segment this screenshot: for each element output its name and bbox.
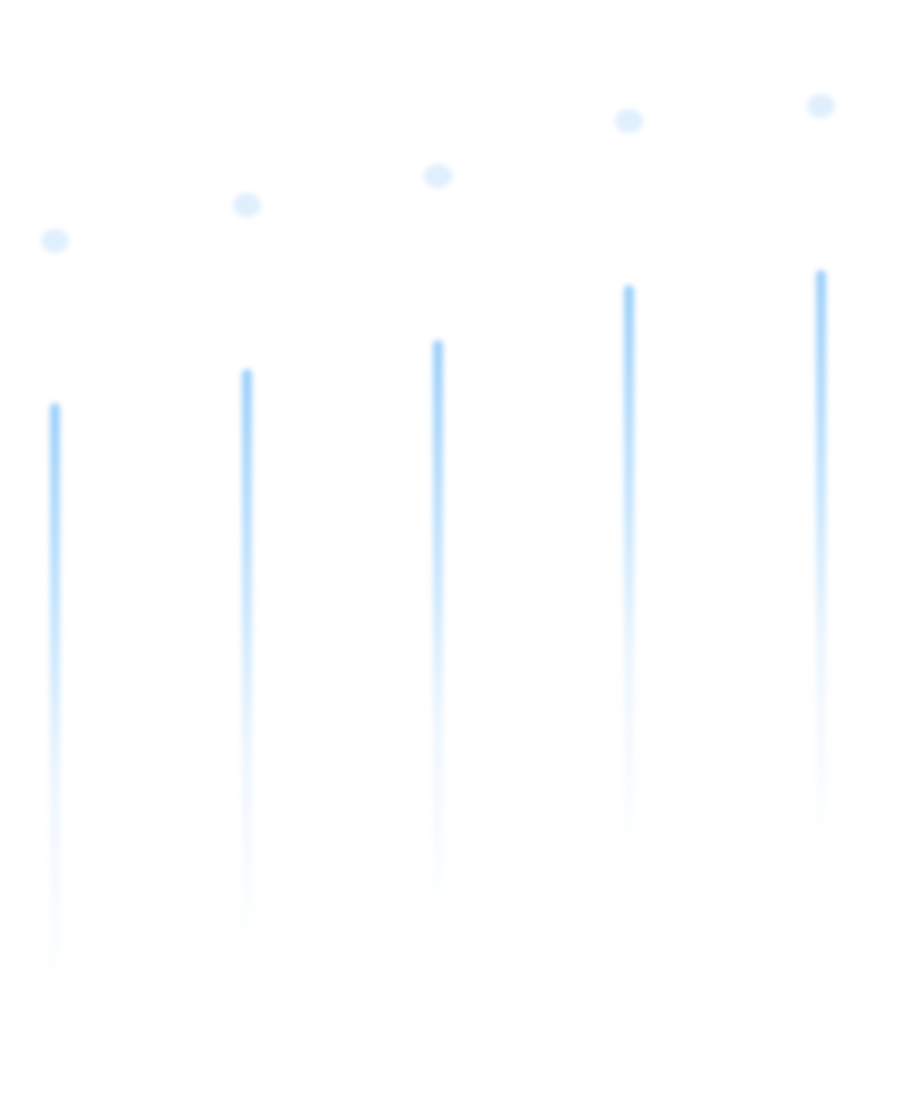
beam-glow-dot: [807, 94, 835, 118]
beam-glow-dot: [424, 164, 452, 188]
beam-line: [50, 403, 60, 995]
beam-line: [624, 285, 634, 863]
beam-line: [816, 270, 826, 852]
beam-glow-dot: [41, 229, 69, 253]
beam-line: [433, 340, 443, 925]
beam-glow-dot: [615, 109, 643, 133]
beam-glow-dot: [233, 193, 261, 217]
beam-line: [242, 369, 252, 957]
